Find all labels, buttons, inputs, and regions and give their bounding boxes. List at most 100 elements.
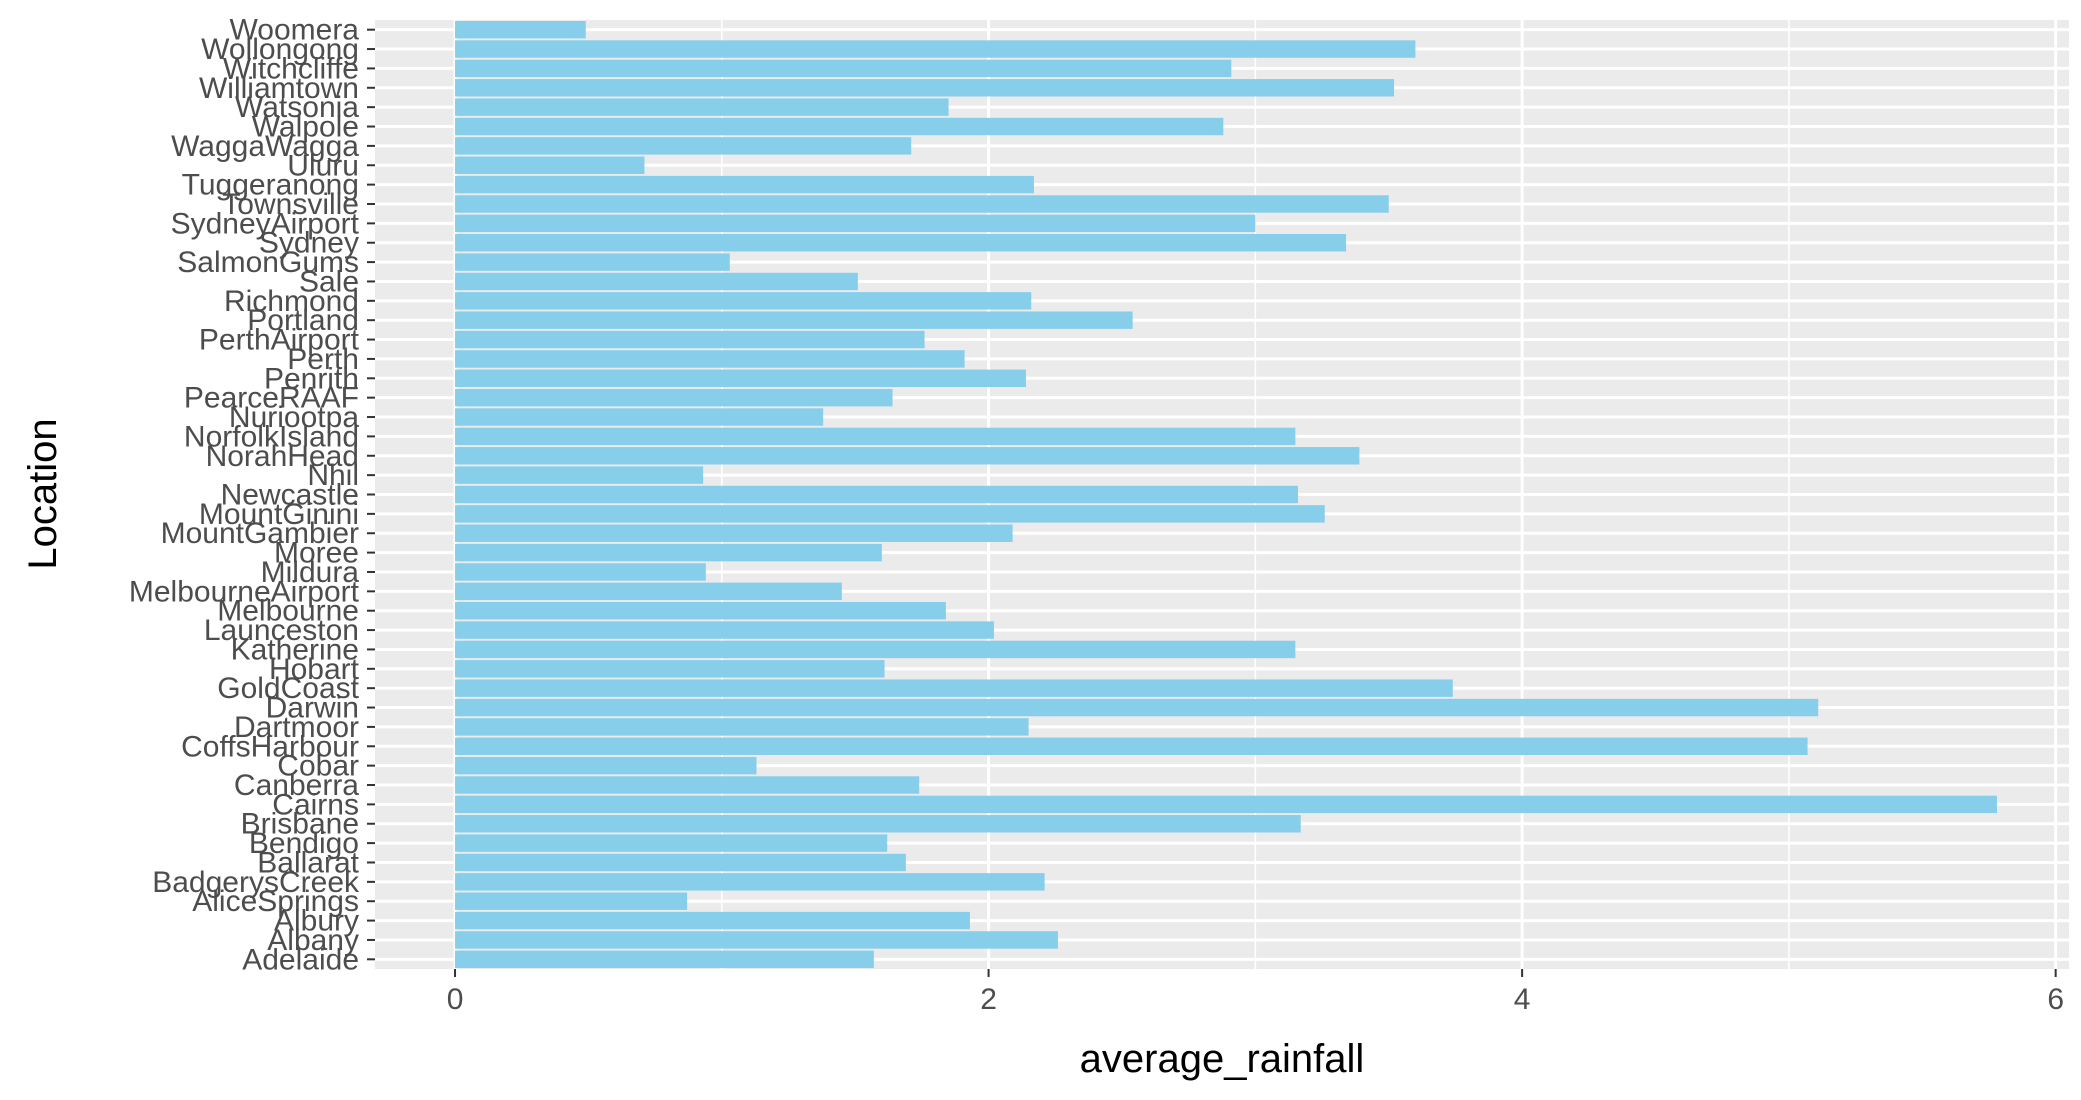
y-tick-label: Nhil — [307, 459, 359, 492]
bar-waggawagga — [455, 137, 912, 155]
bar-melbourne — [455, 601, 946, 620]
y-tick-label: Watsonia — [235, 91, 359, 124]
y-tick-label: MelbourneAirport — [129, 575, 360, 608]
y-tick-label: Richmond — [224, 285, 359, 318]
x-tick-label: 4 — [1514, 983, 1531, 1016]
bars — [455, 20, 1997, 969]
bar-sydneyairport — [455, 214, 1256, 233]
bar-portland — [455, 311, 1133, 329]
bar-watsonia — [455, 98, 949, 116]
bar-nuriootpa — [455, 408, 824, 426]
bar-ballarat — [455, 853, 906, 872]
y-tick-label: Katherine — [231, 633, 359, 666]
y-axis: AdelaideAlbanyAlburyAliceSpringsBadgerys… — [129, 14, 375, 976]
bar-canberra — [455, 776, 920, 794]
y-tick-label: Walpole — [252, 111, 359, 144]
bar-tuggeranong — [455, 175, 1034, 194]
y-tick-label: Adelaide — [242, 943, 359, 976]
y-tick-label: WaggaWagga — [171, 130, 359, 163]
bar-coffsharbour — [455, 737, 1808, 755]
bar-sydney — [455, 234, 1347, 252]
y-tick-label: AliceSprings — [192, 885, 359, 918]
bar-perthairport — [455, 330, 925, 349]
bar-mountginini — [455, 505, 1325, 523]
y-tick-label: Cairns — [272, 788, 359, 821]
y-tick-label: PerthAirport — [199, 324, 360, 357]
x-tick-label: 0 — [447, 983, 464, 1016]
y-axis-title: Location — [21, 418, 65, 569]
bar-norfolkisland — [455, 427, 1296, 446]
y-tick-label: Penrith — [264, 362, 359, 395]
y-tick-label: Portland — [247, 304, 359, 337]
bar-adelaide — [455, 950, 874, 969]
x-tick-label: 2 — [980, 983, 997, 1016]
bar-brisbane — [455, 815, 1301, 833]
y-tick-label: BadgerysCreek — [152, 866, 360, 899]
x-axis: 0 2 4 6 — [447, 969, 2064, 1016]
bar-katherine — [455, 640, 1296, 659]
bar-williamtown — [455, 79, 1395, 97]
y-tick-label: Launceston — [204, 614, 359, 647]
y-tick-label: GoldCoast — [217, 672, 359, 705]
bar-bendigo — [455, 834, 888, 852]
bar-launceston — [455, 621, 994, 639]
bar-nhil — [455, 466, 704, 484]
x-axis-title: average_rainfall — [1080, 1037, 1365, 1081]
y-tick-label: Tuggeranong — [182, 169, 359, 202]
y-tick-label: CoffsHarbour — [181, 730, 359, 763]
bar-moree — [455, 543, 882, 562]
y-tick-label: Ballarat — [257, 846, 359, 879]
bar-wollongong — [455, 40, 1416, 58]
y-tick-label: Darwin — [266, 692, 359, 725]
bar-albany — [455, 931, 1058, 949]
bar-darwin — [455, 698, 1819, 717]
y-tick-label: SalmonGums — [177, 246, 359, 279]
y-tick-label: Moree — [274, 537, 359, 570]
bar-melbourneairport — [455, 582, 842, 601]
bar-cobar — [455, 756, 757, 775]
bar-cairns — [455, 795, 1997, 814]
bar-mildura — [455, 563, 706, 581]
y-tick-label: NorfolkIsland — [184, 420, 359, 453]
bar-sale — [455, 272, 858, 291]
y-tick-label: Bendigo — [249, 827, 359, 860]
y-tick-label: MountGinini — [199, 498, 359, 531]
bar-perth — [455, 350, 965, 368]
y-tick-label: Nuriootpa — [229, 401, 359, 434]
x-tick-label: 6 — [2047, 983, 2064, 1016]
y-tick-label: Perth — [287, 343, 359, 376]
bar-penrith — [455, 369, 1026, 388]
bar-townsville — [455, 195, 1389, 213]
y-tick-label: Woomera — [230, 14, 360, 47]
bar-albury — [455, 911, 970, 930]
y-tick-label: Townsville — [222, 188, 359, 221]
y-tick-label: Williamtown — [199, 72, 359, 105]
bar-badgeryscreek — [455, 873, 1045, 891]
bar-uluru — [455, 156, 645, 174]
bar-pearceraaf — [455, 388, 893, 407]
bar-witchcliffe — [455, 59, 1232, 78]
y-tick-label: Wollongong — [201, 33, 359, 66]
bar-woomera — [455, 20, 586, 39]
y-tick-label: SydneyAirport — [171, 207, 360, 240]
y-tick-label: Canberra — [234, 769, 359, 802]
y-tick-label: MountGambier — [161, 517, 359, 550]
bar-dartmoor — [455, 718, 1029, 736]
y-tick-label: Dartmoor — [234, 711, 359, 744]
y-tick-label: Melbourne — [217, 595, 359, 628]
y-tick-label: Brisbane — [241, 808, 359, 841]
y-tick-label: Cobar — [277, 750, 359, 783]
y-tick-label: PearceRAAF — [184, 382, 359, 415]
bar-newcastle — [455, 485, 1299, 504]
bar-goldcoast — [455, 679, 1453, 697]
y-tick-label: Mildura — [261, 556, 360, 589]
y-tick-label: Albany — [267, 924, 359, 957]
bar-richmond — [455, 292, 1032, 310]
bar-salmongums — [455, 253, 730, 271]
bar-alicesprings — [455, 892, 688, 910]
y-tick-label: Sydney — [259, 227, 359, 260]
bar-hobart — [455, 660, 885, 678]
y-tick-label: Sale — [299, 265, 359, 298]
y-tick-label: Uluru — [287, 149, 359, 182]
